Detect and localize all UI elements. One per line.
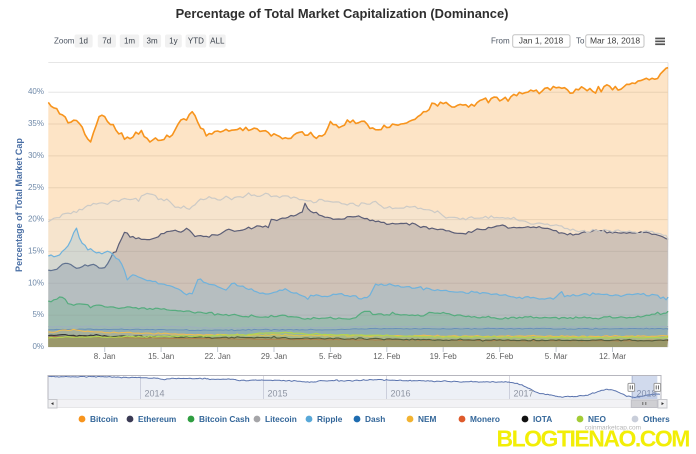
svg-text:40%: 40% xyxy=(28,87,44,96)
svg-text:26. Feb: 26. Feb xyxy=(486,352,514,361)
svg-text:NEM: NEM xyxy=(418,414,437,424)
svg-text:20%: 20% xyxy=(28,215,44,224)
svg-text:To: To xyxy=(576,37,585,46)
svg-text:IOTA: IOTA xyxy=(533,414,552,424)
svg-text:2018: 2018 xyxy=(637,389,657,399)
svg-text:19. Feb: 19. Feb xyxy=(430,352,458,361)
svg-text:5%: 5% xyxy=(32,310,44,319)
svg-text:3m: 3m xyxy=(147,37,158,46)
svg-text:1y: 1y xyxy=(169,37,177,46)
svg-text:Ethereum: Ethereum xyxy=(138,414,176,424)
svg-text:5. Feb: 5. Feb xyxy=(319,352,342,361)
svg-text:2015: 2015 xyxy=(268,389,288,399)
svg-text:29. Jan: 29. Jan xyxy=(261,352,287,361)
svg-text:25%: 25% xyxy=(28,183,44,192)
svg-text:15. Jan: 15. Jan xyxy=(148,352,174,361)
svg-text:10%: 10% xyxy=(28,278,44,287)
svg-text:35%: 35% xyxy=(28,119,44,128)
svg-text:2014: 2014 xyxy=(145,389,165,399)
svg-text:22. Jan: 22. Jan xyxy=(204,352,230,361)
svg-text:1d: 1d xyxy=(79,37,88,46)
svg-text:2016: 2016 xyxy=(391,389,411,399)
svg-text:NEO: NEO xyxy=(588,414,607,424)
svg-text:BLOGTIENAO.COM: BLOGTIENAO.COM xyxy=(497,426,690,450)
svg-text:Others: Others xyxy=(643,414,670,424)
svg-text:From: From xyxy=(491,37,510,46)
svg-text:12. Feb: 12. Feb xyxy=(373,352,401,361)
svg-text:5. Mar: 5. Mar xyxy=(545,352,568,361)
svg-text:0%: 0% xyxy=(32,342,44,351)
svg-text:1m: 1m xyxy=(124,37,135,46)
svg-text:Zoom: Zoom xyxy=(54,37,75,46)
svg-text:ALL: ALL xyxy=(210,37,225,46)
svg-text:Ripple: Ripple xyxy=(317,414,343,424)
svg-text:Litecoin: Litecoin xyxy=(265,414,297,424)
svg-text:30%: 30% xyxy=(28,151,44,160)
svg-text:15%: 15% xyxy=(28,246,44,255)
svg-text:8. Jan: 8. Jan xyxy=(94,352,116,361)
svg-text:Monero: Monero xyxy=(470,414,500,424)
svg-text:Percentage of Total Market Cap: Percentage of Total Market Capitalizatio… xyxy=(176,6,509,21)
svg-text:Bitcoin: Bitcoin xyxy=(90,414,118,424)
svg-text:Bitcoin Cash: Bitcoin Cash xyxy=(199,414,250,424)
svg-text:12. Mar: 12. Mar xyxy=(599,352,626,361)
svg-text:Jan 1, 2018: Jan 1, 2018 xyxy=(519,36,564,46)
svg-text:YTD: YTD xyxy=(188,37,204,46)
svg-text:Percentage of Total Market Cap: Percentage of Total Market Cap xyxy=(14,138,24,272)
svg-text:coinmarketcap.com: coinmarketcap.com xyxy=(585,425,641,432)
svg-text:2017: 2017 xyxy=(514,389,534,399)
svg-text:Mar 18, 2018: Mar 18, 2018 xyxy=(590,36,640,46)
svg-text:Dash: Dash xyxy=(365,414,385,424)
svg-text:7d: 7d xyxy=(102,37,111,46)
